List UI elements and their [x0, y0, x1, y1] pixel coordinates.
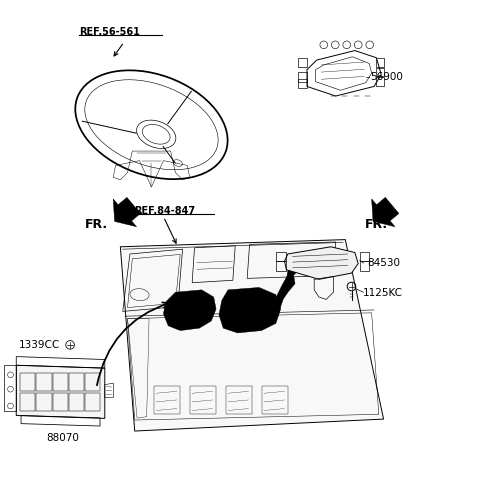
- Bar: [85, 373, 100, 391]
- Polygon shape: [372, 197, 399, 227]
- Bar: [262, 386, 288, 414]
- Bar: [4, 365, 16, 411]
- Bar: [36, 393, 52, 411]
- Polygon shape: [120, 240, 384, 431]
- Bar: [276, 252, 287, 261]
- Text: 88070: 88070: [46, 433, 79, 443]
- Bar: [53, 373, 68, 391]
- Text: 84530: 84530: [367, 258, 400, 268]
- Bar: [360, 252, 369, 261]
- Bar: [360, 261, 369, 271]
- Polygon shape: [163, 290, 216, 331]
- Bar: [299, 72, 307, 82]
- Bar: [69, 373, 84, 391]
- Bar: [376, 77, 384, 86]
- Text: 1125KC: 1125KC: [363, 288, 403, 298]
- Text: REF.56-561: REF.56-561: [79, 28, 140, 37]
- Polygon shape: [113, 197, 141, 227]
- Bar: [85, 393, 100, 411]
- Bar: [154, 386, 180, 414]
- Polygon shape: [275, 268, 300, 308]
- Bar: [36, 373, 52, 391]
- Bar: [20, 393, 36, 411]
- Bar: [376, 68, 384, 76]
- Bar: [376, 58, 384, 67]
- Bar: [20, 373, 36, 391]
- Text: 56900: 56900: [371, 72, 404, 82]
- Bar: [299, 79, 307, 89]
- Bar: [299, 58, 307, 67]
- Bar: [276, 261, 287, 271]
- Bar: [69, 393, 84, 411]
- Text: FR.: FR.: [364, 218, 387, 231]
- Text: FR.: FR.: [84, 218, 108, 231]
- Text: 1339CC: 1339CC: [19, 340, 60, 350]
- Bar: [53, 393, 68, 411]
- Bar: [226, 386, 252, 414]
- Text: REF.84-847: REF.84-847: [134, 206, 195, 216]
- Polygon shape: [219, 287, 281, 333]
- Polygon shape: [16, 365, 105, 418]
- Polygon shape: [285, 247, 358, 279]
- Bar: [190, 386, 216, 414]
